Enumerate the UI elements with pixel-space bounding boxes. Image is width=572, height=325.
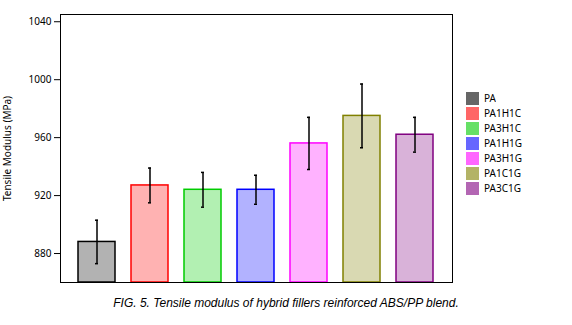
svg-text:880: 880 xyxy=(34,246,51,260)
svg-text:920: 920 xyxy=(34,188,51,202)
html-text:PA3H1C: PA3H1C xyxy=(484,121,522,135)
html-text:PA1C1G: PA1C1G xyxy=(484,166,521,180)
svg-text:1000: 1000 xyxy=(29,72,52,86)
html-text:PA: PA xyxy=(484,91,496,105)
html-text:FIG. 5. Tensile modulus of hyb: FIG. 5. Tensile modulus of hybrid filler… xyxy=(113,296,459,310)
svg-text:960: 960 xyxy=(34,130,51,144)
svg-text:1040: 1040 xyxy=(29,14,52,28)
svg-text:Tensile Modulus (MPa): Tensile Modulus (MPa) xyxy=(0,96,14,201)
html-text:PA3C1G: PA3C1G xyxy=(484,181,521,195)
html-text:PA1H1C: PA1H1C xyxy=(484,106,522,120)
html-text:PA1H1G: PA1H1G xyxy=(484,136,523,150)
html-text:PA3H1G: PA3H1G xyxy=(484,151,523,165)
